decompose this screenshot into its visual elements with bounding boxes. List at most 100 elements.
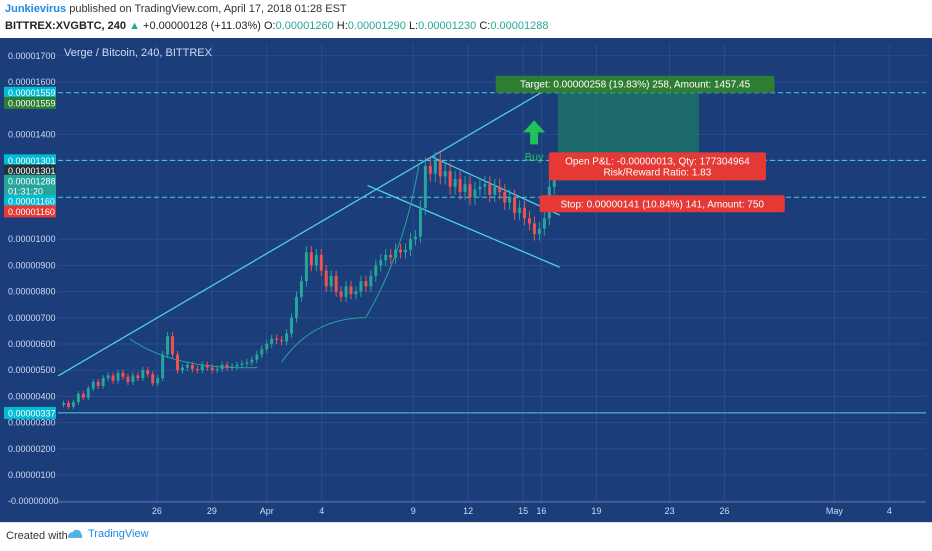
ohlc-line: BITTREX:XVGBTC, 240 ▲ +0.00000128 (+11.0… (5, 20, 548, 32)
y-tick-label: 0.00000400 (8, 391, 56, 401)
publish-info: published on TradingView.com, April 17, … (69, 3, 347, 15)
close-value: 0.00001288 (490, 20, 549, 32)
high-value: 0.00001290 (347, 20, 406, 32)
target-label-text: Target: 0.00000258 (19.83%) 258, Amount:… (520, 80, 751, 91)
price-tag-bg (4, 96, 56, 109)
stop-label-text: Stop: 0.00000141 (10.84%) 141, Amount: 7… (560, 199, 764, 210)
y-tick-label: -0.00000000 (8, 496, 59, 506)
candle-body (309, 252, 313, 266)
candle-body (215, 368, 219, 371)
change-arrow-icon: ▲ (129, 20, 140, 32)
y-tick-label: 0.00000600 (8, 339, 56, 349)
price-tag-label: 0.00001160 (8, 197, 55, 207)
candle-body (542, 218, 546, 229)
candle-body (448, 171, 452, 187)
tradingview-brand-label: TradingView (88, 528, 149, 540)
candle-body (478, 186, 482, 190)
candle-body (161, 354, 165, 379)
candle-body (81, 393, 85, 398)
trendline (57, 91, 542, 377)
candle-body (290, 317, 294, 334)
x-tick-label: 26 (152, 506, 162, 516)
price-tag-bg (4, 205, 56, 218)
candle-body (220, 364, 224, 369)
pnl-label-text: Risk/Reward Ratio: 1.83 (603, 167, 711, 178)
target-label: Target: 0.00000258 (19.83%) 258, Amount:… (495, 75, 775, 93)
y-tick-label: 0.00000900 (8, 260, 56, 270)
x-tick-label: Apr (260, 506, 274, 516)
candle-body (379, 260, 383, 266)
price-tag-label: 0.00001288 (8, 176, 56, 186)
candle-body (324, 270, 328, 287)
y-tick-label: 0.00001000 (8, 234, 56, 244)
author-link[interactable]: Junkievirus (5, 3, 67, 15)
candle-body (126, 376, 130, 382)
candle-body (453, 178, 457, 187)
stop-label-bg (539, 195, 785, 213)
open-label: O: (263, 20, 276, 32)
candle-body (131, 375, 135, 382)
position-labels: Buy Target: 0.00000258 (19.83%) 258, Amou… (495, 75, 785, 213)
price-chart[interactable]: Verge / Bitcoin, 240, BITTREX 0.00001700… (0, 38, 932, 522)
candle-body (151, 374, 155, 384)
candle-body (225, 364, 229, 368)
candle-body (250, 359, 254, 363)
candle-body (518, 207, 522, 213)
candle-body (86, 388, 90, 398)
candle-body (240, 363, 244, 365)
candle-body (532, 223, 536, 234)
candle-body (106, 375, 110, 379)
candle-body (265, 344, 269, 350)
candle-body (255, 354, 259, 360)
cup-curve (280, 165, 420, 363)
candle-body (409, 239, 412, 250)
candle-body (121, 372, 125, 377)
stop-label: Stop: 0.00000141 (10.84%) 141, Amount: 7… (539, 195, 785, 213)
tradingview-brand[interactable]: TradingView (66, 528, 149, 540)
candle-body (76, 393, 80, 403)
candle-body (433, 160, 437, 174)
candle-body (473, 189, 477, 198)
price-tag-bg (4, 86, 56, 99)
candle-body (299, 281, 303, 297)
candle-body (71, 402, 75, 407)
target-label-bg (495, 75, 775, 93)
candle-body (364, 281, 368, 287)
x-tick-label: 23 (665, 506, 675, 516)
open-value: 0.00001260 (275, 20, 334, 32)
price-tag-label: 0.00001301 (8, 166, 56, 176)
candle-body (334, 275, 338, 292)
candle-body (483, 184, 487, 187)
price-tag-bg (4, 184, 56, 197)
position-tool (557, 92, 699, 198)
x-tick-label: May (826, 506, 844, 516)
candle-body (66, 402, 70, 407)
candle-body (404, 249, 408, 253)
candle-body (527, 218, 531, 224)
candle-body (205, 364, 209, 368)
candle-body (503, 192, 507, 203)
y-tick-label: 0.00001700 (8, 51, 56, 61)
price-tag-bg (4, 406, 56, 419)
y-axis: 0.000017000.000016000.000014000.00001300… (4, 51, 59, 506)
y-tick-label: 0.00000700 (8, 313, 56, 323)
x-axis: 26 29 Apr 4 9 12 15 16 19 23 26 May 4 (58, 501, 926, 516)
candle-body (195, 368, 199, 371)
candle-body (458, 178, 462, 193)
candle-body (463, 184, 467, 193)
price-tag-label: 01:31:20 (8, 186, 43, 196)
x-tick-label: 4 (319, 506, 324, 516)
candle-body (354, 291, 358, 295)
candle-body (96, 381, 100, 386)
candle-body (294, 296, 298, 318)
candle-body (438, 160, 442, 177)
candle-body (443, 171, 447, 177)
chart-canvas[interactable]: Verge / Bitcoin, 240, BITTREX 0.00001700… (0, 38, 932, 522)
pnl-label: Open P&L: -0.00000013, Qty: 177304964Ris… (548, 152, 766, 181)
candle-body (349, 286, 353, 295)
candle-body (190, 364, 194, 369)
chart-header: Junkievirus published on TradingView.com… (0, 0, 932, 38)
candle-body (304, 252, 308, 282)
candle-body (200, 364, 204, 371)
price-tag-label: 0.00001559 (8, 88, 56, 98)
